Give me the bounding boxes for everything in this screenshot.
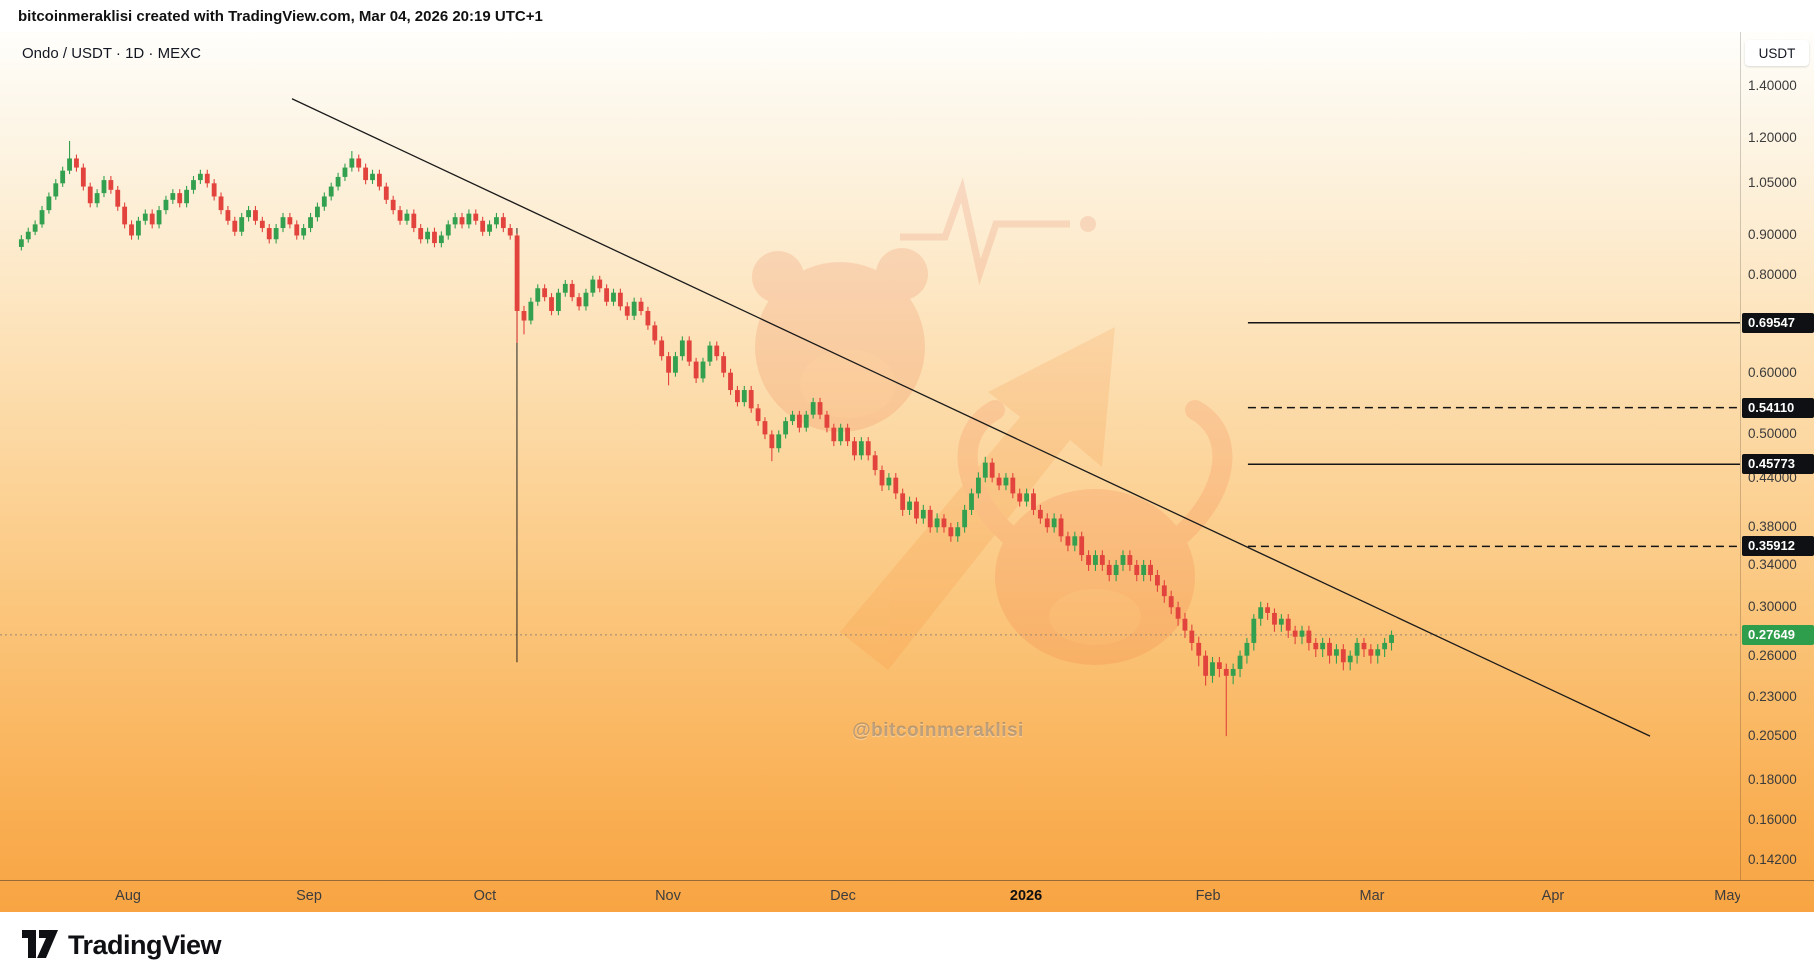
tradingview-wordmark: TradingView — [68, 929, 222, 960]
time-tick-label: Dec — [830, 888, 856, 904]
price-tick-label: 0.26000 — [1748, 647, 1797, 663]
price-tick-label: 0.23000 — [1748, 689, 1797, 705]
price-tick-label: 0.34000 — [1748, 556, 1797, 572]
price-tick-label: 0.14200 — [1748, 852, 1797, 868]
price-level-badge: 0.69547 — [1742, 312, 1814, 333]
time-tick-label: Apr — [1541, 888, 1565, 904]
price-tick-label: 0.50000 — [1748, 426, 1797, 442]
price-tick-label: 0.80000 — [1748, 267, 1797, 283]
price-tick-label: 0.16000 — [1748, 811, 1797, 827]
price-tick-label: 0.90000 — [1748, 227, 1797, 243]
time-tick-label: Oct — [473, 888, 497, 904]
time-tick-label: 2026 — [1009, 888, 1043, 904]
price-level-badge: 0.54110 — [1742, 397, 1814, 418]
tradingview-logo[interactable]: TradingView — [22, 929, 222, 961]
currency-toggle[interactable]: USDT — [1745, 40, 1809, 66]
candles-layer — [18, 140, 1394, 737]
time-scale-labels: Aug Sep Oct Nov Dec 2026 Feb Mar Apr May — [0, 881, 1740, 912]
time-tick-label: May — [1714, 888, 1740, 904]
price-scale[interactable]: USDT 1.40000 1.20000 1.05000 0.90000 0.80000… — [1740, 32, 1814, 880]
time-tick-label: Sep — [296, 888, 322, 904]
symbol-legend[interactable]: Ondo / USDT · 1D · MEXC — [22, 45, 201, 62]
time-tick-label: Aug — [115, 888, 141, 904]
time-tick-label: Feb — [1195, 888, 1221, 904]
time-tick-label: Mar — [1359, 888, 1385, 904]
price-tick-label: 1.20000 — [1748, 130, 1797, 146]
price-tick-label: 1.40000 — [1748, 77, 1797, 93]
time-tick-label: Nov — [655, 888, 681, 904]
price-level-badge: 0.35912 — [1742, 536, 1814, 557]
price-chart-canvas[interactable] — [0, 32, 1740, 880]
chart-area[interactable]: @bitcoinmeraklisi Ondo / USDT · 1D · MEX… — [0, 32, 1814, 912]
price-tick-label: 0.30000 — [1748, 599, 1797, 615]
watermark-handle: @bitcoinmeraklisi — [852, 720, 1024, 741]
time-scale[interactable]: Aug Sep Oct Nov Dec 2026 Feb Mar Apr May — [0, 880, 1814, 912]
credit-bar: bitcoinmeraklisi created with TradingVie… — [0, 0, 1814, 32]
price-tick-label: 0.38000 — [1748, 519, 1797, 535]
price-tick-label: 0.60000 — [1748, 364, 1797, 380]
price-level-badge: 0.45773 — [1742, 454, 1814, 475]
price-tick-label: 0.20500 — [1748, 728, 1797, 744]
last-price-badge: 0.27649 — [1742, 624, 1814, 645]
price-tick-label: 0.18000 — [1748, 772, 1797, 788]
descending-trendline[interactable] — [291, 98, 1651, 737]
tradingview-logo-mark — [22, 930, 58, 958]
price-tick-label: 1.05000 — [1748, 175, 1797, 191]
credit-text: bitcoinmeraklisi created with TradingVie… — [18, 7, 543, 25]
footer-bar: TradingView — [0, 912, 1814, 978]
